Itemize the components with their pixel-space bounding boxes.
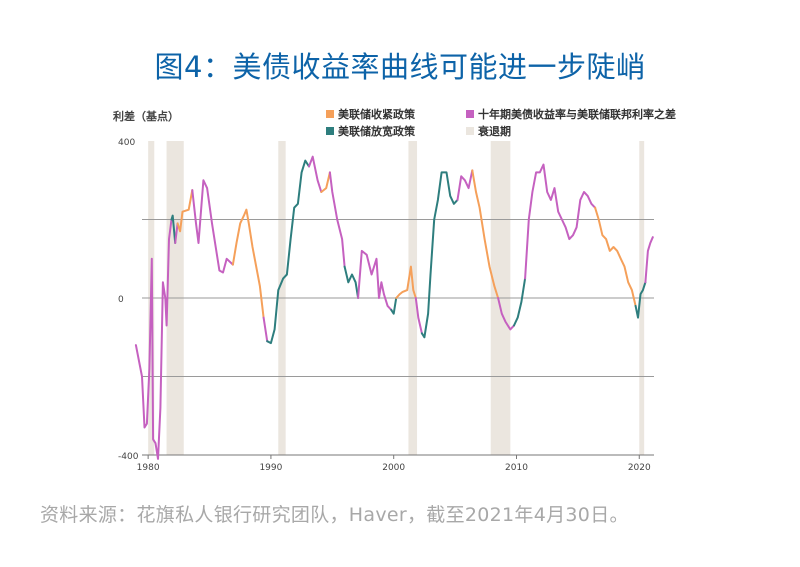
- series-segment-easing-20: [513, 277, 527, 327]
- series-segment-easing-1: [170, 214, 177, 244]
- gridlines: [142, 219, 654, 377]
- legend-label-spread: 十年期美债收益率与美联储联邦利率之差: [478, 108, 676, 121]
- x-tick-label-1: 1990: [259, 463, 282, 473]
- series-segment-easing-7: [266, 159, 310, 345]
- spread-lines: [134, 155, 654, 460]
- series-segment-tightening-3: [176, 189, 194, 233]
- legend-swatch-easing: [326, 127, 334, 135]
- legend-label-easing: 美联储放宽政策: [338, 125, 415, 138]
- series-segment-spread-0: [134, 218, 173, 460]
- series-segment-tightening-14: [395, 265, 417, 299]
- series-segment-easing-13: [390, 297, 398, 315]
- series-segment-easing-23: [634, 281, 647, 319]
- y-axis-title: 利差（基点）: [113, 110, 179, 123]
- series-segment-spread-17: [456, 169, 474, 201]
- x-tick-label-2: 2000: [382, 463, 405, 473]
- series-segment-spread-2: [174, 222, 179, 244]
- x-tick-label-3: 2010: [505, 463, 528, 473]
- legend-label-recession: 衰退期: [478, 125, 511, 138]
- series-segment-tightening-5: [231, 208, 265, 319]
- series-segment-spread-4: [191, 179, 234, 274]
- series-segment-easing-11: [343, 265, 360, 299]
- chart-title: 图4：美债收益率曲线可能进一步陡峭: [154, 50, 646, 84]
- legend-easing: 美联储放宽政策: [326, 123, 415, 139]
- series-segment-spread-15: [414, 297, 423, 335]
- legend-spread: 十年期美债收益率与美联储联邦利率之差: [466, 106, 676, 122]
- series-segment-tightening-18: [471, 169, 500, 299]
- legend-swatch-spread: [466, 110, 474, 118]
- legend-recession: 衰退期: [466, 123, 511, 139]
- series-segment-easing-16: [420, 171, 459, 339]
- legend-label-tightening: 美联储收紧政策: [338, 108, 415, 121]
- series-segment-spread-19: [497, 297, 515, 331]
- series-segment-tightening-22: [594, 206, 637, 307]
- x-tick-label-4: 2020: [628, 463, 651, 473]
- legend-swatch-recession: [466, 127, 474, 135]
- series-segment-spread-6: [262, 316, 269, 343]
- series-segment-spread-8: [308, 155, 323, 193]
- source-note: 资料来源：花旗私人银行研究团队，Haver，截至2021年4月30日。: [40, 504, 629, 526]
- series-segment-spread-21: [524, 163, 597, 280]
- series-segment-spread-10: [328, 171, 346, 268]
- x-tick-label-0: 1980: [137, 463, 160, 473]
- legend-swatch-tightening: [326, 110, 334, 118]
- y-tick-label-2: -400: [118, 452, 139, 462]
- y-tick-label-0: 400: [118, 138, 135, 148]
- y-tick-label-1: 0: [118, 295, 124, 305]
- series-segment-spread-12: [357, 249, 393, 311]
- series-segment-spread-24: [644, 236, 654, 284]
- legend-tightening: 美联储收紧政策: [326, 106, 415, 122]
- series-segment-tightening-9: [320, 171, 331, 193]
